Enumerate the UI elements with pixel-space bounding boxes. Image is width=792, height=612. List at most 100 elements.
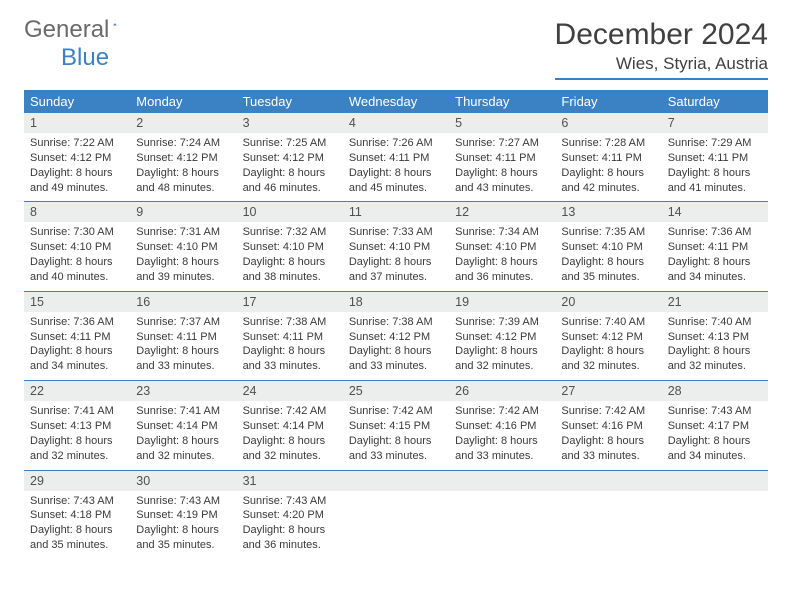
day-number: 13 bbox=[555, 202, 661, 222]
sunset-line: Sunset: 4:19 PM bbox=[136, 508, 230, 523]
sunset-line: Sunset: 4:11 PM bbox=[455, 151, 549, 166]
day-number: 23 bbox=[130, 381, 236, 401]
day-cell: 10Sunrise: 7:32 AMSunset: 4:10 PMDayligh… bbox=[237, 202, 343, 290]
day-cell: 23Sunrise: 7:41 AMSunset: 4:14 PMDayligh… bbox=[130, 381, 236, 469]
day-cell: 16Sunrise: 7:37 AMSunset: 4:11 PMDayligh… bbox=[130, 292, 236, 380]
day-cell: 27Sunrise: 7:42 AMSunset: 4:16 PMDayligh… bbox=[555, 381, 661, 469]
day-cell: 8Sunrise: 7:30 AMSunset: 4:10 PMDaylight… bbox=[24, 202, 130, 290]
sunset-line: Sunset: 4:11 PM bbox=[668, 240, 762, 255]
sunrise-line: Sunrise: 7:24 AM bbox=[136, 136, 230, 151]
title-block: December 2024 Wies, Styria, Austria bbox=[555, 18, 768, 80]
day-info: Sunrise: 7:39 AMSunset: 4:12 PMDaylight:… bbox=[449, 312, 555, 380]
day-number: 7 bbox=[662, 113, 768, 133]
day-header-saturday: Saturday bbox=[662, 90, 768, 113]
sunset-line: Sunset: 4:10 PM bbox=[243, 240, 337, 255]
day-info: Sunrise: 7:27 AMSunset: 4:11 PMDaylight:… bbox=[449, 133, 555, 201]
day-number: 21 bbox=[662, 292, 768, 312]
day-info: Sunrise: 7:40 AMSunset: 4:12 PMDaylight:… bbox=[555, 312, 661, 380]
day-cell bbox=[343, 471, 449, 559]
daylight-line: Daylight: 8 hours and 32 minutes. bbox=[455, 344, 549, 374]
day-number: 6 bbox=[555, 113, 661, 133]
day-info: Sunrise: 7:28 AMSunset: 4:11 PMDaylight:… bbox=[555, 133, 661, 201]
day-cell: 24Sunrise: 7:42 AMSunset: 4:14 PMDayligh… bbox=[237, 381, 343, 469]
day-number: 17 bbox=[237, 292, 343, 312]
sunrise-line: Sunrise: 7:40 AM bbox=[561, 315, 655, 330]
daylight-line: Daylight: 8 hours and 32 minutes. bbox=[243, 434, 337, 464]
sunrise-line: Sunrise: 7:29 AM bbox=[668, 136, 762, 151]
day-info: Sunrise: 7:31 AMSunset: 4:10 PMDaylight:… bbox=[130, 222, 236, 290]
sunset-line: Sunset: 4:16 PM bbox=[455, 419, 549, 434]
day-number: 2 bbox=[130, 113, 236, 133]
daylight-line: Daylight: 8 hours and 49 minutes. bbox=[30, 166, 124, 196]
day-info: Sunrise: 7:37 AMSunset: 4:11 PMDaylight:… bbox=[130, 312, 236, 380]
calendar: Sunday Monday Tuesday Wednesday Thursday… bbox=[24, 90, 768, 559]
sunrise-line: Sunrise: 7:38 AM bbox=[349, 315, 443, 330]
day-info: Sunrise: 7:41 AMSunset: 4:13 PMDaylight:… bbox=[24, 401, 130, 469]
day-info: Sunrise: 7:36 AMSunset: 4:11 PMDaylight:… bbox=[662, 222, 768, 290]
day-cell: 4Sunrise: 7:26 AMSunset: 4:11 PMDaylight… bbox=[343, 113, 449, 201]
day-cell: 30Sunrise: 7:43 AMSunset: 4:19 PMDayligh… bbox=[130, 471, 236, 559]
sunset-line: Sunset: 4:10 PM bbox=[349, 240, 443, 255]
day-info: Sunrise: 7:38 AMSunset: 4:11 PMDaylight:… bbox=[237, 312, 343, 380]
sunset-line: Sunset: 4:10 PM bbox=[30, 240, 124, 255]
day-cell: 25Sunrise: 7:42 AMSunset: 4:15 PMDayligh… bbox=[343, 381, 449, 469]
daylight-line: Daylight: 8 hours and 43 minutes. bbox=[455, 166, 549, 196]
daylight-line: Daylight: 8 hours and 33 minutes. bbox=[136, 344, 230, 374]
day-info: Sunrise: 7:40 AMSunset: 4:13 PMDaylight:… bbox=[662, 312, 768, 380]
day-number: 1 bbox=[24, 113, 130, 133]
day-cell: 7Sunrise: 7:29 AMSunset: 4:11 PMDaylight… bbox=[662, 113, 768, 201]
day-cell: 28Sunrise: 7:43 AMSunset: 4:17 PMDayligh… bbox=[662, 381, 768, 469]
day-info: Sunrise: 7:42 AMSunset: 4:16 PMDaylight:… bbox=[449, 401, 555, 469]
daylight-line: Daylight: 8 hours and 45 minutes. bbox=[349, 166, 443, 196]
daylight-line: Daylight: 8 hours and 48 minutes. bbox=[136, 166, 230, 196]
day-info: Sunrise: 7:43 AMSunset: 4:19 PMDaylight:… bbox=[130, 491, 236, 559]
day-number: 4 bbox=[343, 113, 449, 133]
day-cell: 20Sunrise: 7:40 AMSunset: 4:12 PMDayligh… bbox=[555, 292, 661, 380]
day-info: Sunrise: 7:35 AMSunset: 4:10 PMDaylight:… bbox=[555, 222, 661, 290]
day-number: 16 bbox=[130, 292, 236, 312]
day-number: 26 bbox=[449, 381, 555, 401]
day-number: 19 bbox=[449, 292, 555, 312]
day-number: 20 bbox=[555, 292, 661, 312]
month-title: December 2024 bbox=[555, 18, 768, 52]
sunrise-line: Sunrise: 7:33 AM bbox=[349, 225, 443, 240]
week-row: 8Sunrise: 7:30 AMSunset: 4:10 PMDaylight… bbox=[24, 202, 768, 291]
sunrise-line: Sunrise: 7:41 AM bbox=[136, 404, 230, 419]
day-cell: 11Sunrise: 7:33 AMSunset: 4:10 PMDayligh… bbox=[343, 202, 449, 290]
daylight-line: Daylight: 8 hours and 33 minutes. bbox=[455, 434, 549, 464]
day-cell: 12Sunrise: 7:34 AMSunset: 4:10 PMDayligh… bbox=[449, 202, 555, 290]
daylight-line: Daylight: 8 hours and 36 minutes. bbox=[455, 255, 549, 285]
day-number: 5 bbox=[449, 113, 555, 133]
day-info: Sunrise: 7:32 AMSunset: 4:10 PMDaylight:… bbox=[237, 222, 343, 290]
day-number: 30 bbox=[130, 471, 236, 491]
sunrise-line: Sunrise: 7:32 AM bbox=[243, 225, 337, 240]
sunrise-line: Sunrise: 7:43 AM bbox=[243, 494, 337, 509]
day-number: 29 bbox=[24, 471, 130, 491]
sunrise-line: Sunrise: 7:25 AM bbox=[243, 136, 337, 151]
week-row: 15Sunrise: 7:36 AMSunset: 4:11 PMDayligh… bbox=[24, 292, 768, 381]
day-number: 14 bbox=[662, 202, 768, 222]
day-info: Sunrise: 7:30 AMSunset: 4:10 PMDaylight:… bbox=[24, 222, 130, 290]
logo-triangle-icon bbox=[113, 15, 117, 33]
day-number: 15 bbox=[24, 292, 130, 312]
sunset-line: Sunset: 4:10 PM bbox=[136, 240, 230, 255]
day-number: 31 bbox=[237, 471, 343, 491]
sunset-line: Sunset: 4:14 PM bbox=[243, 419, 337, 434]
sunrise-line: Sunrise: 7:26 AM bbox=[349, 136, 443, 151]
sunrise-line: Sunrise: 7:42 AM bbox=[243, 404, 337, 419]
sunrise-line: Sunrise: 7:28 AM bbox=[561, 136, 655, 151]
sunset-line: Sunset: 4:11 PM bbox=[136, 330, 230, 345]
day-cell: 18Sunrise: 7:38 AMSunset: 4:12 PMDayligh… bbox=[343, 292, 449, 380]
sunrise-line: Sunrise: 7:36 AM bbox=[30, 315, 124, 330]
sunrise-line: Sunrise: 7:34 AM bbox=[455, 225, 549, 240]
day-cell: 13Sunrise: 7:35 AMSunset: 4:10 PMDayligh… bbox=[555, 202, 661, 290]
sunrise-line: Sunrise: 7:43 AM bbox=[30, 494, 124, 509]
day-cell bbox=[662, 471, 768, 559]
day-info: Sunrise: 7:34 AMSunset: 4:10 PMDaylight:… bbox=[449, 222, 555, 290]
day-info: Sunrise: 7:29 AMSunset: 4:11 PMDaylight:… bbox=[662, 133, 768, 201]
day-header-row: Sunday Monday Tuesday Wednesday Thursday… bbox=[24, 90, 768, 113]
sunset-line: Sunset: 4:12 PM bbox=[136, 151, 230, 166]
week-row: 29Sunrise: 7:43 AMSunset: 4:18 PMDayligh… bbox=[24, 471, 768, 559]
day-number-empty bbox=[449, 471, 555, 491]
day-info: Sunrise: 7:38 AMSunset: 4:12 PMDaylight:… bbox=[343, 312, 449, 380]
